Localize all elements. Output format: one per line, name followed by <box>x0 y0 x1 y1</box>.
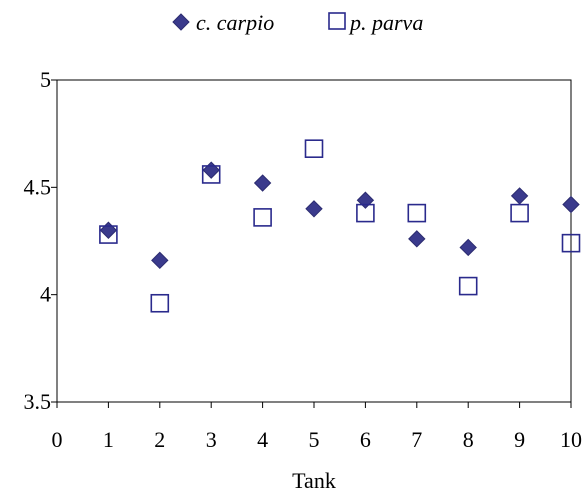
square-point <box>150 293 170 313</box>
x-axis: 0 1 2 3 4 5 6 7 8 9 10 <box>52 402 582 452</box>
x-tick-label: 4 <box>257 427 268 452</box>
series-p-parva <box>99 139 581 313</box>
diamond-point <box>562 195 580 214</box>
square-point <box>253 208 272 227</box>
x-axis-title: Tank <box>292 468 336 493</box>
x-tick-label: 8 <box>463 427 474 452</box>
square-point <box>458 276 478 296</box>
square-point <box>201 165 221 184</box>
y-axis: 3.5 4 4.5 5 <box>24 67 57 414</box>
y-tick-label: 4.5 <box>24 174 52 199</box>
square-point <box>99 225 118 244</box>
square-point <box>510 203 529 223</box>
y-tick-label: 3.5 <box>24 389 52 414</box>
square-point <box>356 203 375 223</box>
x-tick-label: 6 <box>360 427 371 452</box>
legend-label-c-carpio: c. carpio <box>196 10 274 35</box>
x-tick-label: 10 <box>560 427 582 452</box>
diamond-point <box>305 200 323 218</box>
diamond-point <box>408 230 426 248</box>
x-tick-label: 1 <box>103 427 114 452</box>
diamond-point <box>151 251 169 270</box>
legend-label-p-parva: p. parva <box>348 10 423 35</box>
x-tick-label: 3 <box>206 427 217 452</box>
plot-area <box>56 79 572 403</box>
y-tick-label: 5 <box>40 67 51 92</box>
data-series <box>99 139 581 313</box>
diamond-point <box>253 174 272 192</box>
x-tick-label: 2 <box>154 427 165 452</box>
x-tick-label: 0 <box>52 427 63 452</box>
square-point <box>561 233 581 253</box>
x-tick-label: 7 <box>411 427 422 452</box>
x-tick-label: 9 <box>514 427 525 452</box>
square-point <box>304 139 324 158</box>
legend-square-marker-p-parva <box>328 12 346 30</box>
y-tick-label: 4 <box>40 282 51 307</box>
x-tick-label: 5 <box>309 427 320 452</box>
square-point <box>407 203 427 223</box>
legend: c. carpio p. parva <box>172 10 423 35</box>
legend-diamond-marker-c-carpio <box>172 13 190 31</box>
diamond-point <box>459 238 477 257</box>
